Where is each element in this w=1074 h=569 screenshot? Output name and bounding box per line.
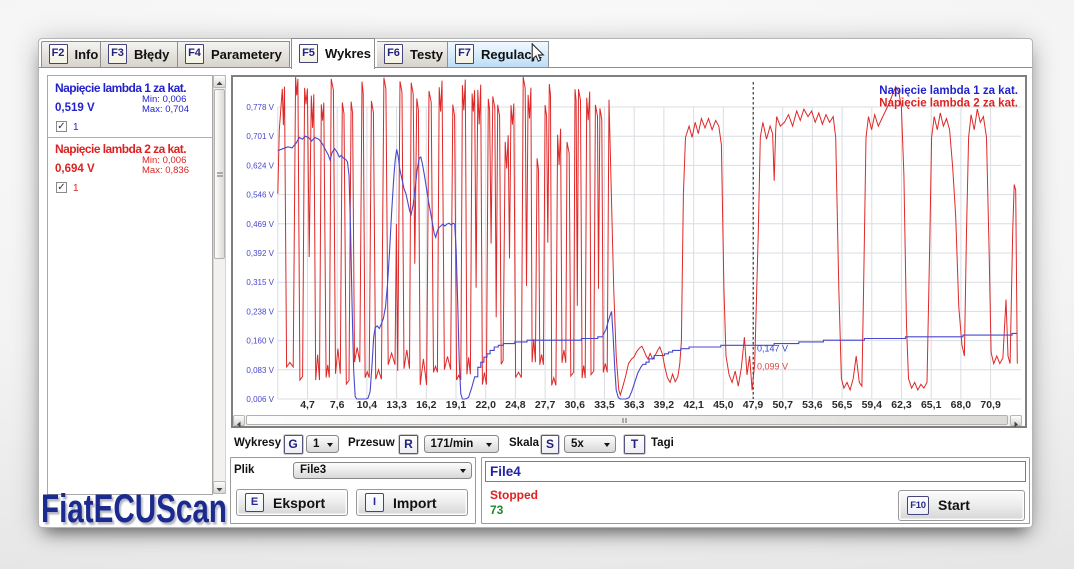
svg-text:4,7: 4,7 <box>300 399 315 411</box>
svg-text:30,6: 30,6 <box>565 399 586 411</box>
svg-text:42,1: 42,1 <box>683 399 704 411</box>
svg-text:Napięcie lambda 1 za kat.: Napięcie lambda 1 za kat. <box>879 85 1018 97</box>
svg-text:0,099 V: 0,099 V <box>757 362 788 372</box>
svg-text:70,9: 70,9 <box>980 399 1001 411</box>
svg-text:68,0: 68,0 <box>951 399 972 411</box>
svg-text:0,315 V: 0,315 V <box>246 278 274 287</box>
svg-text:0,778 V: 0,778 V <box>246 103 274 112</box>
svg-text:56,5: 56,5 <box>832 399 853 411</box>
svg-text:47,9: 47,9 <box>743 399 764 411</box>
svg-text:36,3: 36,3 <box>624 399 645 411</box>
svg-text:65,1: 65,1 <box>921 399 942 411</box>
svg-text:0,006 V: 0,006 V <box>246 395 274 404</box>
svg-text:27,7: 27,7 <box>535 399 556 411</box>
svg-text:0,083 V: 0,083 V <box>246 366 274 375</box>
svg-text:0,469 V: 0,469 V <box>246 220 274 229</box>
svg-text:0,392 V: 0,392 V <box>246 249 274 258</box>
svg-text:45,0: 45,0 <box>713 399 734 411</box>
svg-text:62,3: 62,3 <box>891 399 912 411</box>
svg-text:59,4: 59,4 <box>862 399 883 411</box>
svg-text:Napięcie lambda 2 za kat.: Napięcie lambda 2 za kat. <box>879 98 1018 110</box>
svg-text:0,147 V: 0,147 V <box>757 344 788 354</box>
svg-text:10,4: 10,4 <box>357 399 378 411</box>
svg-text:0,160 V: 0,160 V <box>246 337 274 346</box>
svg-text:16,2: 16,2 <box>416 399 437 411</box>
svg-text:50,7: 50,7 <box>772 399 793 411</box>
svg-text:0,546 V: 0,546 V <box>246 191 274 200</box>
svg-text:33,5: 33,5 <box>594 399 615 411</box>
svg-text:0,238 V: 0,238 V <box>246 307 274 316</box>
svg-text:53,6: 53,6 <box>802 399 823 411</box>
svg-text:24,8: 24,8 <box>505 399 526 411</box>
svg-text:19,1: 19,1 <box>446 399 467 411</box>
svg-text:39,2: 39,2 <box>654 399 675 411</box>
svg-text:0,701 V: 0,701 V <box>246 132 274 141</box>
svg-text:0,624 V: 0,624 V <box>246 161 274 170</box>
svg-text:22,0: 22,0 <box>475 399 496 411</box>
svg-text:13,3: 13,3 <box>386 399 407 411</box>
svg-text:7,6: 7,6 <box>330 399 345 411</box>
